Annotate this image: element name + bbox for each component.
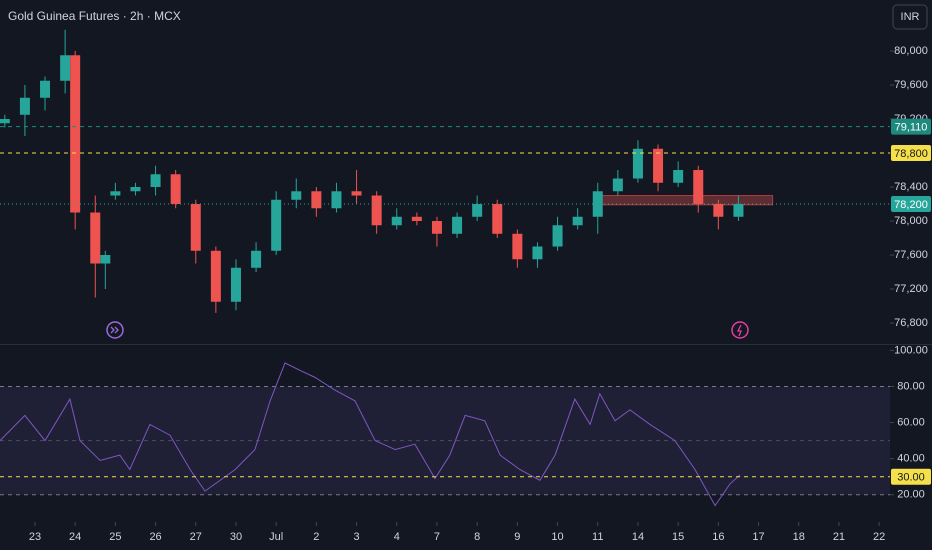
- candle-body: [210, 250, 221, 302]
- y-tick-label: 79,600: [894, 79, 928, 91]
- chart-title: Gold Guinea Futures · 2h · MCX: [8, 9, 181, 23]
- currency-button[interactable]: [892, 4, 928, 30]
- candle-body: [431, 221, 442, 234]
- y-tick-label: 40.00: [897, 453, 925, 465]
- x-tick-label: 27: [190, 531, 202, 543]
- x-tick-label: 10: [551, 531, 563, 543]
- x-tick-label: 7: [434, 531, 440, 543]
- candle-body: [190, 204, 201, 251]
- candle-body: [632, 148, 643, 179]
- x-tick-label: 23: [29, 531, 41, 543]
- y-tick-label: 20.00: [897, 489, 925, 501]
- candle-body: [110, 191, 121, 196]
- x-tick-label: 17: [752, 531, 764, 543]
- candle-body: [673, 170, 684, 183]
- level-tag: [891, 118, 931, 135]
- x-tick-label: 25: [109, 531, 121, 543]
- candle-body: [170, 174, 181, 205]
- candle-body: [512, 233, 523, 260]
- x-tick-label: 24: [69, 531, 81, 543]
- candle-body: [90, 212, 101, 264]
- candle-body: [532, 246, 543, 260]
- zone: [599, 195, 774, 206]
- level-label: 30.00: [897, 472, 925, 484]
- candle-body: [391, 216, 402, 226]
- x-tick-label: Jul: [269, 531, 283, 543]
- level-tag: [891, 196, 931, 213]
- candle-body: [230, 267, 241, 302]
- rsi-line: [0, 362, 741, 507]
- x-tick-label: 18: [793, 531, 805, 543]
- candle-body: [472, 204, 483, 217]
- y-tick-label: 100.00: [894, 344, 928, 356]
- candle-body: [150, 174, 161, 188]
- candle-body: [271, 199, 282, 251]
- x-tick-label: 9: [514, 531, 520, 543]
- candle-body: [592, 191, 603, 217]
- y-tick-label: 77,200: [894, 283, 928, 295]
- x-tick-label: 11: [592, 531, 603, 543]
- x-tick-label: 8: [474, 531, 480, 543]
- candle-body: [351, 191, 362, 196]
- x-tick-label: 22: [873, 531, 885, 543]
- event-icon-glyph: [736, 324, 742, 337]
- x-tick-label: 26: [149, 531, 161, 543]
- level-label: 78,200: [894, 199, 928, 211]
- candle-body: [311, 191, 322, 209]
- x-tick-label: 14: [632, 531, 644, 543]
- x-tick-label: 21: [833, 531, 845, 543]
- candle-body: [411, 216, 422, 222]
- y-tick-label: 78,400: [894, 181, 928, 193]
- candle-body: [40, 80, 51, 98]
- x-tick-label: 4: [394, 531, 400, 543]
- candle-body: [713, 204, 724, 217]
- level-label: 78,800: [894, 148, 928, 160]
- candle-body: [452, 216, 463, 234]
- candle-body: [100, 255, 111, 264]
- currency-label[interactable]: INR: [901, 11, 920, 23]
- candle-body: [291, 191, 302, 200]
- candle-body: [371, 195, 382, 226]
- y-tick-label: 80.00: [897, 380, 925, 392]
- candle-body: [572, 216, 583, 226]
- rsi-band: [0, 386, 890, 495]
- x-tick-label: 16: [712, 531, 724, 543]
- candle-body: [70, 55, 81, 213]
- x-tick-label: 30: [230, 531, 242, 543]
- event-icon-glyph: [110, 326, 119, 334]
- candle-body: [733, 204, 744, 217]
- candle-body: [693, 170, 704, 205]
- event-icon[interactable]: [106, 321, 124, 339]
- y-tick-label: 80,000: [894, 45, 928, 57]
- candle-body: [251, 250, 262, 268]
- candle-body: [653, 148, 664, 183]
- candle-body: [130, 187, 141, 192]
- level-label: 79,110: [895, 122, 928, 134]
- level-tag: [891, 145, 931, 162]
- candle-body: [331, 191, 342, 209]
- level-tag: [891, 468, 931, 485]
- y-tick-label: 78,000: [894, 215, 928, 227]
- candle-body: [60, 55, 71, 81]
- y-tick-label: 76,800: [894, 317, 928, 329]
- event-icon[interactable]: [731, 321, 749, 339]
- y-tick-label: 77,600: [894, 249, 928, 261]
- candle-body: [0, 119, 10, 124]
- candle-body: [19, 97, 30, 115]
- candle-body: [612, 178, 623, 192]
- x-tick-label: 15: [672, 531, 684, 543]
- candle-body: [492, 204, 503, 234]
- y-tick-label: 60.00: [897, 416, 925, 428]
- x-tick-label: 2: [313, 531, 319, 543]
- candle-body: [552, 225, 563, 247]
- x-tick-label: 3: [354, 531, 360, 543]
